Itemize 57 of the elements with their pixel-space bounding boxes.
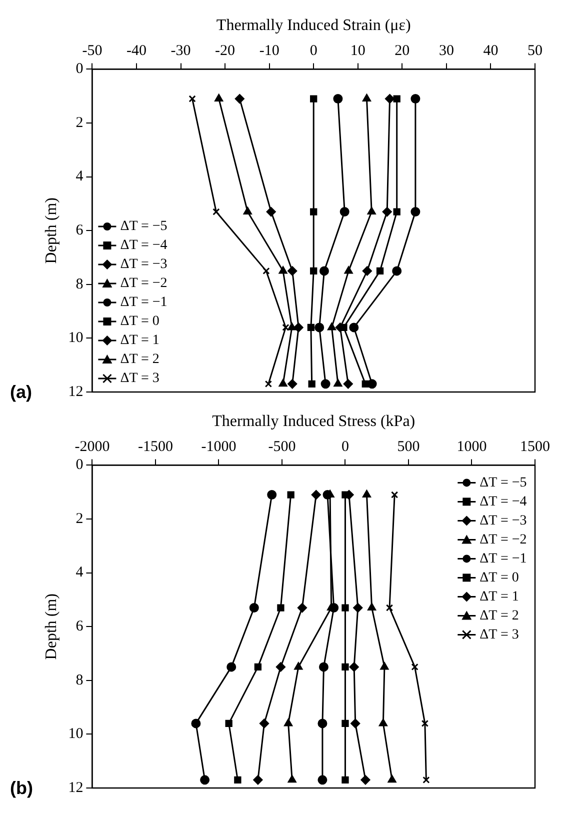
x-tick-label: 1000 — [456, 439, 487, 456]
legend-label: ΔT = 2 — [120, 352, 160, 368]
x-tick-label: 1500 — [520, 439, 550, 456]
legend-label: ΔT = −4 — [120, 238, 168, 254]
x-axis-title: Thermally Induced Stress (kPa) — [212, 412, 416, 430]
y-tick-label: 4 — [76, 564, 84, 581]
x-tick-label: 500 — [397, 439, 420, 456]
legend-label: ΔT = 0 — [480, 570, 519, 586]
y-tick-label: 12 — [68, 780, 84, 796]
y-tick-label: 4 — [76, 168, 84, 185]
y-tick-label: 6 — [76, 618, 84, 635]
legend-label: ΔT = −1 — [120, 295, 168, 310]
x-tick-label: -50 — [82, 43, 102, 60]
x-tick-label: 10 — [350, 43, 366, 60]
legend-label: ΔT = −5 — [480, 475, 527, 490]
y-tick-label: 10 — [68, 330, 84, 346]
y-tick-label: 2 — [76, 114, 84, 131]
x-tick-label: -30 — [170, 43, 191, 60]
legend-label: ΔT = 3 — [480, 627, 519, 642]
y-tick-label: 8 — [76, 276, 84, 292]
x-tick-label: -1500 — [138, 439, 173, 456]
x-tick-label: -500 — [268, 439, 296, 456]
legend-label: ΔT = −3 — [480, 513, 527, 528]
x-tick-label: 30 — [438, 43, 454, 60]
legend-label: ΔT = −2 — [480, 532, 527, 548]
legend-label: ΔT = −2 — [120, 276, 168, 292]
x-axis-title: Thermally Induced Strain (με) — [216, 16, 411, 34]
y-tick-label: 8 — [76, 672, 84, 688]
legend-label: ΔT = 3 — [120, 371, 160, 386]
legend-label: ΔT = −1 — [480, 551, 527, 566]
x-tick-label: -40 — [126, 43, 146, 60]
legend-label: ΔT = 1 — [480, 589, 519, 604]
legend-label: ΔT = −3 — [120, 257, 168, 272]
text: (b) — [10, 778, 33, 798]
legend-label: ΔT = 0 — [120, 314, 160, 330]
y-tick-label: 10 — [68, 726, 84, 742]
x-tick-label: -2000 — [74, 439, 110, 456]
legend-label: ΔT = 1 — [120, 333, 160, 348]
x-tick-label: -10 — [259, 43, 280, 60]
x-tick-label: 0 — [341, 439, 349, 456]
text: (a) — [10, 382, 32, 402]
x-tick-label: 50 — [528, 43, 542, 60]
x-tick-label: 0 — [310, 43, 318, 60]
y-tick-label: 0 — [76, 61, 84, 78]
legend-label: ΔT = 2 — [480, 608, 519, 624]
y-axis-title: Depth (m) — [42, 594, 60, 660]
y-tick-label: 0 — [76, 457, 84, 474]
legend-label: ΔT = −4 — [480, 494, 527, 510]
y-tick-label: 12 — [68, 384, 84, 400]
x-tick-label: -20 — [215, 43, 236, 60]
x-tick-label: -1000 — [201, 439, 236, 456]
y-tick-label: 2 — [76, 510, 84, 527]
x-tick-label: 20 — [394, 43, 410, 60]
legend-label: ΔT = −5 — [120, 219, 168, 234]
y-tick-label: 6 — [76, 222, 84, 239]
y-axis-title: Depth (m) — [42, 198, 60, 264]
x-tick-label: 40 — [483, 43, 498, 60]
